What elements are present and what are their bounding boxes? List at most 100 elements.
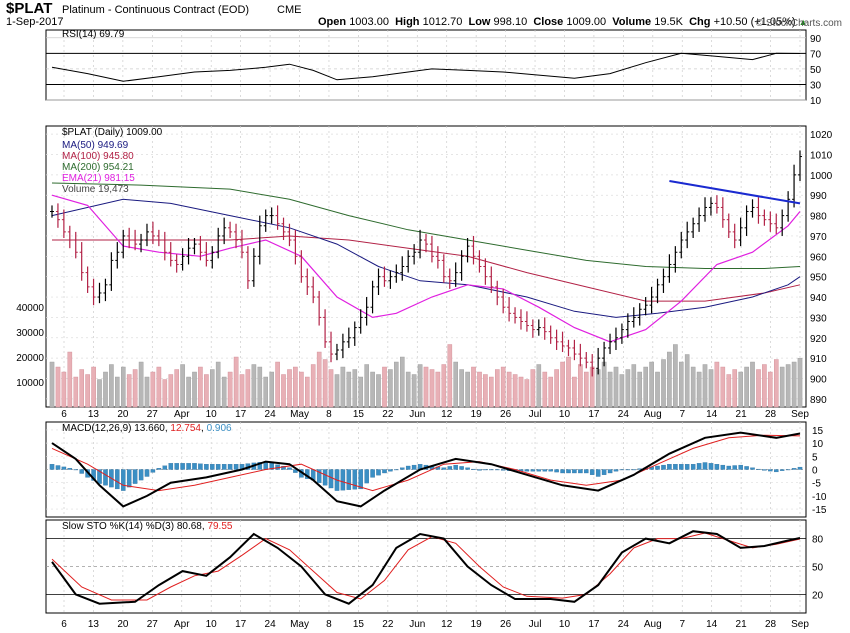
volume-bar xyxy=(774,359,779,408)
volume-bar xyxy=(655,371,660,408)
volume-bar xyxy=(744,366,749,408)
volume-bar xyxy=(162,379,168,408)
macd-tick-label: 10 xyxy=(812,439,824,450)
macd-tick-label: -15 xyxy=(812,505,827,516)
price-tick-label: 1000 xyxy=(810,171,833,182)
volume-bar xyxy=(257,366,263,408)
volume-bar xyxy=(316,351,322,408)
volume-bar xyxy=(708,369,714,408)
volume-bar xyxy=(55,366,61,408)
x-tick-label: 10 xyxy=(559,409,571,420)
x-tick-label-bottom: 17 xyxy=(588,619,600,630)
macd-histogram-bar xyxy=(756,468,761,470)
macd-histogram-bar xyxy=(67,468,73,470)
volume-bar xyxy=(423,366,429,408)
macd-histogram-bar xyxy=(132,469,138,484)
x-tick-label: 20 xyxy=(117,409,129,420)
x-tick-label: 14 xyxy=(706,409,718,420)
x-tick-label: 6 xyxy=(61,409,67,420)
price-tick-label: 920 xyxy=(810,334,827,345)
macd-histogram-bar xyxy=(791,468,797,470)
x-tick-label-bottom: 21 xyxy=(736,619,748,630)
volume-bar xyxy=(684,354,690,408)
volume-bar xyxy=(643,366,648,408)
macd-histogram-bar xyxy=(168,463,174,470)
stoch-tick-label: 80 xyxy=(812,535,824,546)
x-tick-label-bottom: 20 xyxy=(117,619,129,630)
volume-bar xyxy=(489,376,494,408)
x-tick-label: 22 xyxy=(382,409,394,420)
macd-histogram-bar xyxy=(376,469,381,476)
ema21-legend-value: 981.15 xyxy=(104,173,135,184)
volume-bar xyxy=(673,344,678,408)
volume-bar xyxy=(542,371,548,408)
x-tick-label: 26 xyxy=(500,409,512,420)
volume-bar xyxy=(310,364,316,408)
macd-histogram-bar xyxy=(601,469,607,475)
x-tick-label-bottom: 13 xyxy=(88,619,100,630)
rsi-label: RSI(14) 69.79 xyxy=(62,29,125,40)
price-tick-label: 950 xyxy=(810,273,827,284)
macd-histogram-bar xyxy=(572,469,577,474)
volume-bar xyxy=(281,374,286,408)
stoch-tick-label: 50 xyxy=(812,563,824,574)
x-tick-label-bottom: 17 xyxy=(235,619,247,630)
up-arrow-icon: ▲ xyxy=(798,17,808,27)
macd-histogram-bar xyxy=(762,469,767,471)
macd-histogram-bar xyxy=(619,469,625,471)
ma100-legend: MA(100) 945.80 xyxy=(62,151,134,162)
ema21-legend: EMA(21) 981.15 xyxy=(62,173,135,184)
volume-bar xyxy=(394,361,399,408)
macd-histogram-bar xyxy=(233,464,239,470)
volume-bar xyxy=(453,361,459,408)
volume-tick-label: 30000 xyxy=(16,328,44,339)
macd-histogram-bar xyxy=(316,469,322,483)
macd-histogram-bar xyxy=(560,469,565,474)
macd-histogram-bar xyxy=(453,464,458,470)
macd-histogram-bar xyxy=(797,466,803,470)
ma50-legend-value: 949.69 xyxy=(97,140,129,151)
volume-bar xyxy=(287,369,292,408)
x-tick-label: 28 xyxy=(765,409,777,420)
macd-histogram-bar xyxy=(459,466,464,470)
volume-bar xyxy=(49,361,55,408)
x-tick-label: 21 xyxy=(736,409,748,420)
x-tick-label-bottom: 10 xyxy=(206,619,218,630)
macd-histogram-bar xyxy=(441,467,447,470)
volume-bar xyxy=(328,369,334,408)
volume-bar xyxy=(192,371,197,408)
volume-bar xyxy=(477,371,482,408)
x-tick-label: 12 xyxy=(441,409,453,420)
macd-histogram-bar xyxy=(471,468,476,470)
rsi-tick-label: 50 xyxy=(810,65,822,76)
volume-bar xyxy=(607,371,613,408)
macd-signal-line xyxy=(51,434,801,492)
rsi-panel-frame xyxy=(45,29,807,101)
x-tick-label-bottom: 7 xyxy=(679,619,685,630)
volume-bar xyxy=(150,371,156,408)
stoch-d-value: 79.55 xyxy=(207,521,233,532)
volume-bar xyxy=(465,371,470,408)
volume-bar xyxy=(61,371,67,408)
macd-hist-value: 0.906 xyxy=(206,423,232,434)
macd-histogram-bar xyxy=(738,464,743,470)
macd-histogram-bar xyxy=(548,469,553,472)
x-tick-label: 27 xyxy=(147,409,159,420)
volume-bar xyxy=(221,376,227,408)
volume-bar xyxy=(209,369,215,408)
macd-tick-label: -10 xyxy=(812,492,827,503)
macd-histogram-bar xyxy=(405,465,411,470)
macd-histogram-bar xyxy=(411,464,417,470)
macd-histogram-bar xyxy=(589,469,595,475)
x-tick-label: 24 xyxy=(618,409,630,420)
volume-bar xyxy=(245,369,251,408)
x-tick-label-bottom: 22 xyxy=(382,619,394,630)
macd-histogram-bar xyxy=(673,464,678,470)
macd-value: 13.660 xyxy=(134,423,165,434)
price-tick-label: 940 xyxy=(810,293,827,304)
x-tick-label-bottom: 12 xyxy=(441,619,453,630)
volume-bar xyxy=(572,376,577,408)
macd-histogram-bar xyxy=(346,469,352,490)
macd-tick-label: 0 xyxy=(812,466,818,477)
